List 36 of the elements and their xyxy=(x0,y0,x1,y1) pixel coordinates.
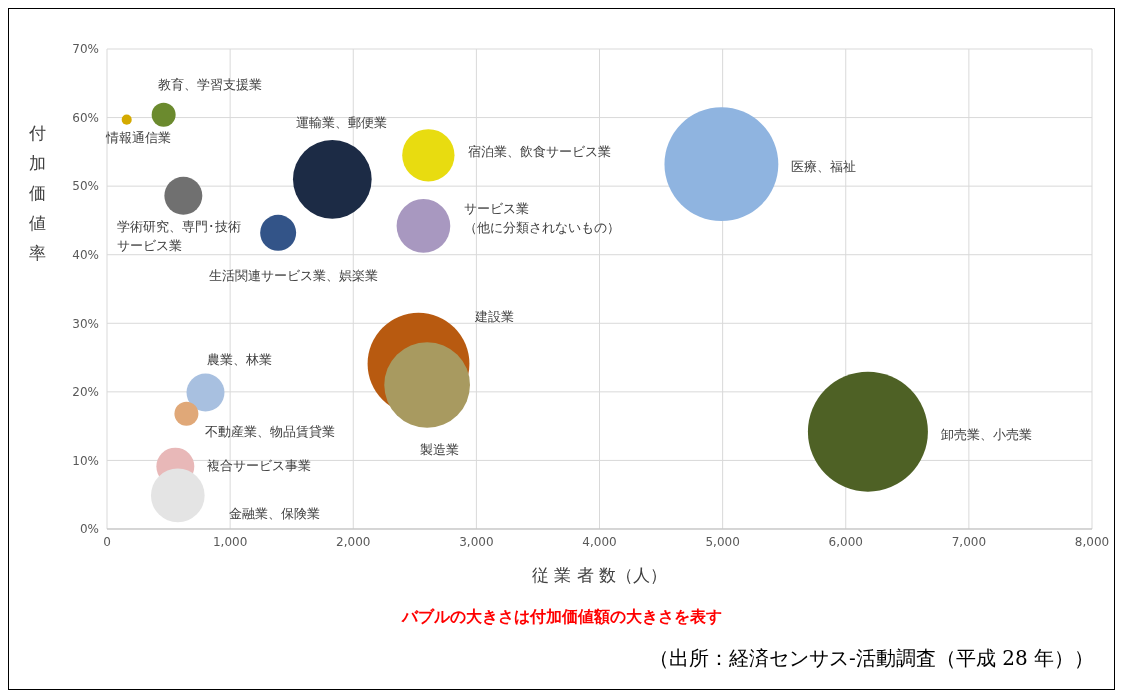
text: バブルの大きさは付加価値額の大きさを表す xyxy=(400,607,723,628)
series-label: 複合サービス事業 xyxy=(207,457,312,473)
x-tick-label: 3,000 xyxy=(459,534,494,549)
x-tick-label: 8,000 xyxy=(1074,534,1110,549)
series-label: 医療、福祉 xyxy=(791,159,857,175)
y-tick-label: 60% xyxy=(72,110,99,125)
series-label: 卸売業、小売業 xyxy=(940,426,1032,442)
x-tick-label: 5,000 xyxy=(705,534,740,549)
series-label: 教育、学習支援業 xyxy=(157,76,262,92)
series-label: サービス業（他に分類されないもの） xyxy=(464,201,621,236)
text: （出所：経済センサス‐活動調査（平成 28 年）） xyxy=(649,645,1094,672)
y-tick-label: 20% xyxy=(72,385,99,400)
x-tick-label: 7,000 xyxy=(951,534,987,549)
y-tick-label: 40% xyxy=(72,247,99,262)
series-label: 情報通信業 xyxy=(105,129,172,145)
series-label: 農業、林業 xyxy=(207,351,272,367)
series-label: 学術研究、専門･技術サービス業 xyxy=(117,219,242,254)
y-tick-label: 30% xyxy=(72,316,99,331)
x-axis-title: 従 業 者 数（人） xyxy=(531,565,668,585)
x-tick-label: 4,000 xyxy=(582,534,617,549)
series-label: 製造業 xyxy=(419,442,459,457)
series-label: 金融業、保険業 xyxy=(229,506,321,522)
x-tick-label: 2,000 xyxy=(336,534,371,549)
x-tick-label: 0 xyxy=(103,534,111,549)
series-label: 建設業 xyxy=(474,308,515,324)
y-tick-label: 0% xyxy=(79,522,99,537)
series-label: 宿泊業、飲食サービス業 xyxy=(468,144,612,160)
x-tick-label: 6,000 xyxy=(828,534,863,549)
x-tick-label: 1,000 xyxy=(212,534,248,549)
series-label: 運輸業、郵便業 xyxy=(295,115,387,131)
y-tick-label: 50% xyxy=(72,179,99,194)
text: 生活関連サービス業、娯楽業 xyxy=(208,267,378,283)
y-tick-label: 10% xyxy=(72,453,99,468)
y-axis-title: 付加価値率 xyxy=(27,123,46,263)
y-tick-label: 70% xyxy=(72,42,99,57)
series-label: 不動産業、物品賃貸業 xyxy=(205,423,336,439)
